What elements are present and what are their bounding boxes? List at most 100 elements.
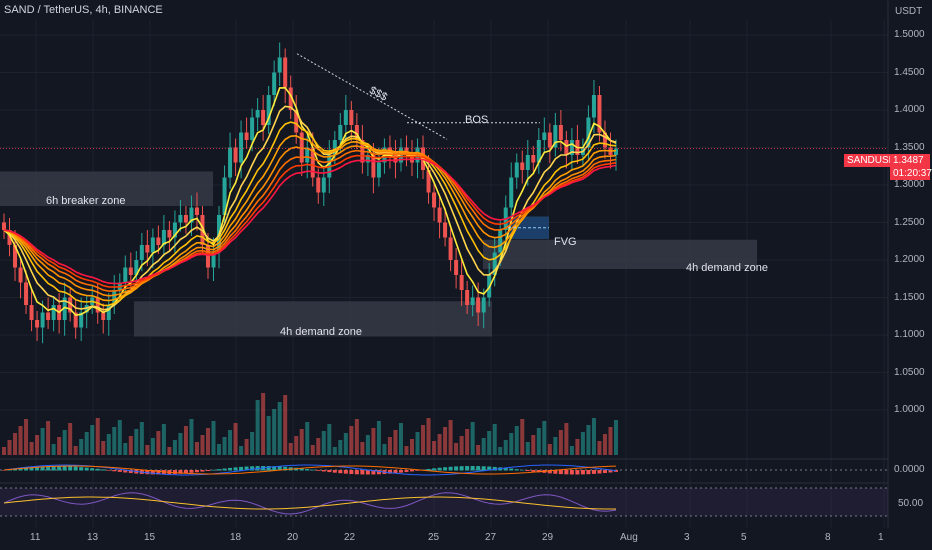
volume-bar [24, 419, 29, 455]
volume-bar [68, 423, 73, 455]
volume-bar [569, 446, 574, 455]
volume-bar [580, 432, 585, 455]
macd-histogram-bar [354, 470, 359, 475]
volume-bar [101, 441, 106, 455]
macd-histogram-bar [332, 470, 337, 473]
candle-body [222, 177, 227, 215]
macd-histogram-bar [476, 466, 481, 471]
rsi-band [0, 488, 888, 516]
macd-histogram-bar [73, 466, 78, 471]
volume-bar [321, 431, 326, 455]
macd-histogram-bar [525, 470, 530, 472]
macd-histogram-bar [40, 466, 45, 471]
price-tick-label: 1.0500 [894, 366, 925, 378]
macd-histogram-bar [365, 470, 370, 475]
candle-body [509, 177, 514, 208]
macd-histogram-bar [591, 470, 596, 474]
macd-histogram-bar [465, 466, 470, 471]
time-tick-label: 25 [428, 532, 440, 543]
macd-histogram-bar [558, 470, 563, 475]
candle-body [239, 132, 244, 163]
macd-histogram-bar [156, 470, 161, 475]
candle-body [24, 282, 29, 305]
volume-bar [233, 423, 238, 455]
candle-body [459, 275, 464, 290]
volume-bar [558, 430, 563, 455]
candle-body [189, 207, 194, 223]
macd-histogram-bar [123, 470, 128, 473]
candle-body [145, 245, 150, 253]
candle-body [183, 215, 188, 223]
macd-histogram-bar [404, 470, 409, 473]
macd-histogram-bar [244, 466, 249, 471]
candle-body [332, 140, 337, 155]
candle-body [150, 237, 155, 253]
macd-histogram-bar [349, 470, 354, 475]
candle-body [18, 267, 23, 283]
macd-histogram-bar [437, 467, 442, 471]
macd-histogram-bar [128, 470, 133, 474]
candle-body [602, 132, 607, 148]
price-tick-label: 1.1000 [894, 329, 925, 340]
volume-bar [150, 438, 155, 455]
rsi-mid-label: 50.00 [898, 498, 924, 509]
volume-bar [575, 439, 580, 455]
ema-ribbon-line [3, 121, 617, 307]
macd-histogram-bar [24, 467, 29, 471]
volume-bar [222, 437, 227, 455]
volume-bar [365, 435, 370, 455]
macd-histogram-bar [106, 470, 111, 471]
price-tick-label: 1.3500 [894, 141, 925, 153]
volume-bar [316, 438, 321, 455]
candle-body [492, 252, 497, 275]
volume-bar [123, 443, 128, 455]
macd-histogram-bar [426, 468, 431, 471]
volume-bar [228, 430, 233, 455]
volume-bar [239, 446, 244, 455]
volume-bar [261, 393, 266, 455]
candle-body [432, 192, 437, 208]
macd-histogram-bar [150, 470, 155, 475]
demand-zone-high [483, 239, 757, 269]
price-tick-label: 1.2500 [894, 216, 925, 228]
volume-bar [404, 446, 409, 455]
volume-bar [448, 420, 453, 455]
volume-bar [481, 438, 486, 455]
volume-bar [437, 434, 442, 455]
last-price-symbol: SANDUSDT [844, 154, 902, 167]
price-tick-label: 1.5000 [894, 29, 925, 40]
candle-body [349, 110, 354, 125]
volume-bar [398, 423, 403, 455]
candle-body [376, 162, 381, 178]
macd-histogram-bar [580, 470, 585, 475]
volume-bar [327, 424, 332, 455]
macd-histogram-bar [531, 470, 536, 472]
volume-bar [586, 425, 591, 455]
volume-bar [255, 400, 260, 455]
volume-bar [29, 442, 34, 455]
macd-histogram-bar [432, 468, 437, 471]
macd-histogram-bar [112, 470, 117, 472]
chart-title: SAND / TetherUS, 4h, BINANCE [4, 4, 163, 16]
demand-zone-low [134, 301, 492, 337]
time-tick-label: 22 [344, 532, 356, 543]
volume-bar [250, 432, 255, 455]
candle-body [211, 252, 216, 268]
volume-bar [277, 402, 282, 455]
macd-histogram-bar [487, 466, 492, 471]
ema-ribbon-line [3, 145, 617, 297]
candle-body [437, 207, 442, 223]
candle-body [448, 237, 453, 260]
volume-bar [547, 444, 552, 455]
volume-bar [602, 434, 607, 455]
macd-histogram-bar [79, 467, 84, 471]
time-tick-label: Aug [620, 532, 638, 543]
volume-bar [200, 435, 205, 455]
candle-body [29, 305, 34, 320]
macd-histogram-bar [62, 466, 67, 471]
candle-body [393, 155, 398, 163]
volume-bar [514, 426, 519, 455]
macd-histogram-bar [393, 470, 398, 474]
macd-histogram-bar [481, 466, 486, 471]
